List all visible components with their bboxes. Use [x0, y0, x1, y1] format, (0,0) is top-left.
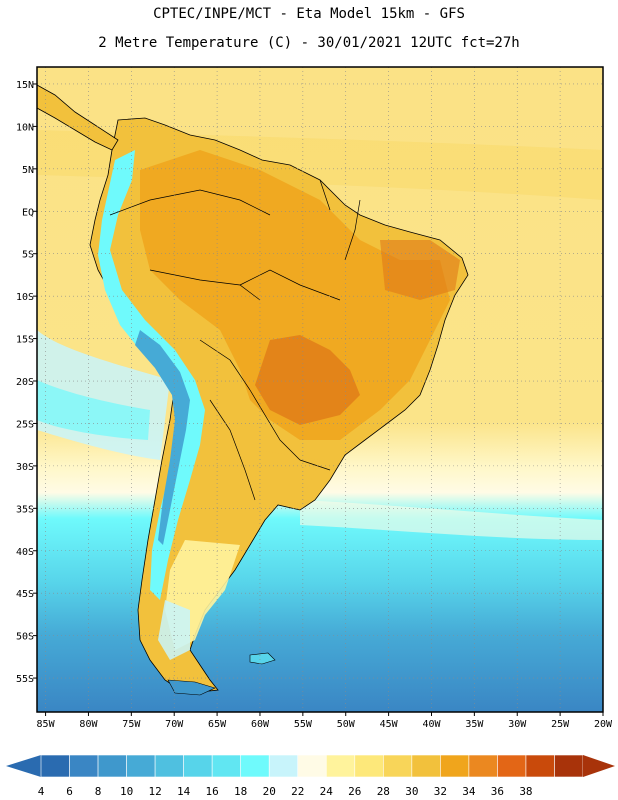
- colorbar-label: 8: [95, 785, 102, 798]
- hot-region-central: [140, 150, 450, 440]
- colorbar-label: 26: [348, 785, 361, 798]
- colorbar-bin: [525, 754, 555, 778]
- lon-tick-label: 20W: [594, 719, 613, 730]
- central-america-land: [37, 84, 119, 151]
- lat-tick-label: 50S: [16, 632, 34, 643]
- colorbar-label: 10: [120, 785, 133, 798]
- colorbar-bin: [268, 754, 299, 778]
- tierra-del-fuego: [167, 679, 216, 696]
- lat-tick-label: 20S: [16, 377, 34, 388]
- lon-tick-label: 30W: [508, 719, 527, 730]
- colorbar-label: 38: [519, 785, 532, 798]
- colorbar-label: 24: [320, 785, 334, 798]
- lon-tick-label: 65W: [208, 719, 227, 730]
- colorbar-label: 18: [234, 785, 247, 798]
- lon-tick-label: 55W: [294, 719, 313, 730]
- lat-tick-label: 35S: [16, 504, 34, 515]
- colorbar-bin: [554, 754, 584, 778]
- colorbar-bin: [126, 754, 156, 778]
- lon-tick-label: 50W: [337, 719, 356, 730]
- colorbar-bin: [69, 754, 99, 778]
- colorbar-bin: [325, 754, 356, 778]
- lat-tick-label: EQ: [22, 207, 34, 218]
- pacific-cold-band: [37, 380, 150, 440]
- colorbar-bin: [497, 754, 527, 778]
- lat-tick-label: 10N: [16, 122, 34, 133]
- lat-tick-label: 10S: [16, 292, 34, 303]
- colorbar-label: 16: [206, 785, 219, 798]
- colorbar-bin: [411, 754, 441, 778]
- lon-tick-label: 35W: [465, 719, 484, 730]
- colorbar-high-arrow: [583, 755, 615, 777]
- colorbar: 4 6 8 10 12 14 16 18 20 22 24 26 28 30 3…: [6, 754, 615, 798]
- lat-tick-label: 5N: [22, 165, 34, 176]
- lat-lon-grid: [33, 67, 604, 716]
- lat-tick-label: 25S: [16, 419, 34, 430]
- lon-tick-label: 70W: [165, 719, 184, 730]
- lon-tick-label: 80W: [79, 719, 98, 730]
- warm-region-south: [255, 450, 320, 505]
- lat-tick-label: 15S: [16, 335, 34, 346]
- lat-tick-label: 45S: [16, 589, 34, 600]
- colorbar-bin: [354, 754, 384, 778]
- colorbar-label: 36: [491, 785, 504, 798]
- chart-title: CPTEC/INPE/MCT - Eta Model 15km - GFS: [153, 6, 465, 22]
- colorbar-bin: [183, 754, 213, 778]
- patagonia-coldest: [158, 600, 190, 660]
- colorbar-label: 28: [377, 785, 390, 798]
- colorbar-bin: [211, 754, 241, 778]
- latitude-axis: 15N 10N 5N EQ 5S 10S 15S 20S 25S 30S 35S…: [16, 80, 34, 685]
- colorbar-bin: [440, 754, 470, 778]
- colorbar-bin: [297, 754, 327, 778]
- hot-region-northeast: [380, 240, 460, 300]
- colorbar-label: 14: [177, 785, 191, 798]
- lat-tick-label: 15N: [16, 80, 34, 91]
- colorbar-label: 12: [148, 785, 161, 798]
- colorbar-bin: [154, 754, 184, 778]
- colorbar-bin: [97, 754, 127, 778]
- lon-tick-label: 25W: [551, 719, 570, 730]
- colorbar-low-arrow: [6, 755, 41, 777]
- colorbar-label: 34: [462, 785, 476, 798]
- andes-cold-strip: [98, 150, 205, 600]
- lon-tick-label: 60W: [251, 719, 270, 730]
- country-borders: [109, 179, 361, 501]
- lon-tick-label: 40W: [422, 719, 441, 730]
- lat-tick-label: 55S: [16, 674, 34, 685]
- lat-tick-label: 5S: [22, 250, 34, 261]
- lat-tick-label: 40S: [16, 547, 34, 558]
- lon-tick-label: 85W: [37, 719, 56, 730]
- chart-subtitle: 2 Metre Temperature (C) - 30/01/2021 12U…: [98, 35, 520, 51]
- colorbar-bin: [383, 754, 413, 778]
- colorbar-bin: [40, 754, 70, 778]
- map-frame: [36, 66, 604, 713]
- colorbar-label: 4: [38, 785, 45, 798]
- hottest-region: [255, 335, 360, 425]
- colorbar-label: 32: [434, 785, 447, 798]
- colorbar-bin: [468, 754, 498, 778]
- colorbar-label: 20: [263, 785, 276, 798]
- lat-tick-label: 30S: [16, 462, 34, 473]
- atlantic-band-south: [300, 500, 603, 540]
- andes-coldest-strip: [135, 330, 190, 545]
- colorbar-bin: [240, 754, 270, 778]
- colorbar-label: 22: [291, 785, 304, 798]
- falkland-islands: [249, 652, 276, 665]
- colorbar-label: 30: [405, 785, 418, 798]
- lon-tick-label: 45W: [380, 719, 399, 730]
- colorbar-labels: 4 6 8 10 12 14 16 18 20 22 24 26 28 30 3…: [38, 785, 533, 798]
- colorbar-label: 6: [66, 785, 73, 798]
- longitude-axis: 85W 80W 75W 70W 65W 60W 55W 50W 45W 40W …: [37, 719, 613, 730]
- lon-tick-label: 75W: [122, 719, 141, 730]
- colorbar-bins: [40, 754, 584, 778]
